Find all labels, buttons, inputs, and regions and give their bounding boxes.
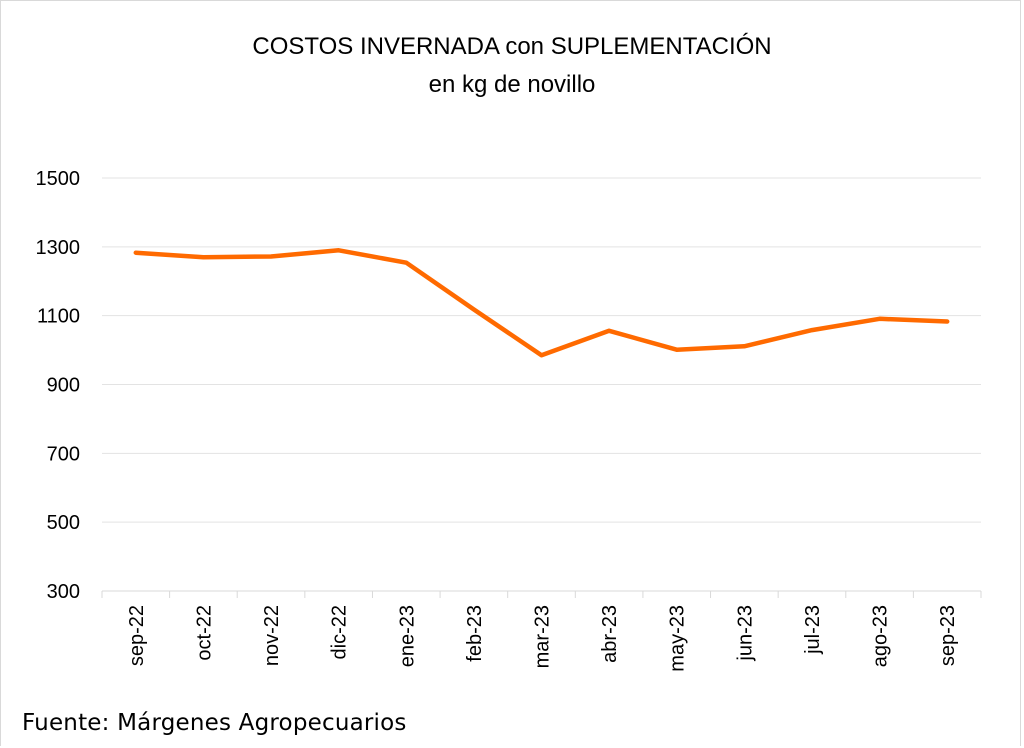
- x-tick-label: sep-23: [937, 605, 959, 666]
- y-tick-label: 1100: [37, 306, 80, 328]
- gridlines: [102, 177, 981, 523]
- y-tick-label: 1500: [36, 168, 81, 190]
- x-tick-label: oct-22: [193, 605, 215, 661]
- y-tick-label: 300: [47, 581, 80, 603]
- x-tick-label: abr-23: [599, 605, 621, 663]
- y-axis: 300 500 700 900 1100 1300 1500: [36, 168, 81, 603]
- y-tick-label: 900: [47, 375, 80, 397]
- x-tick-label: ago-23: [870, 605, 892, 667]
- x-tick-label: feb-23: [464, 605, 486, 662]
- y-tick-label: 1300: [36, 237, 81, 259]
- x-tick-label: mar-23: [532, 605, 554, 668]
- x-tick-label: nov-22: [261, 605, 283, 666]
- y-tick-label: 700: [47, 443, 80, 465]
- y-tick-label: 500: [47, 512, 80, 534]
- series-line: [133, 248, 950, 358]
- source-note: Fuente: Márgenes Agropecuarios: [22, 710, 407, 736]
- x-tick-label: ene-23: [396, 605, 418, 667]
- x-tick-label: jul-23: [802, 605, 824, 655]
- series-layer: [133, 248, 950, 358]
- x-tick-label: dic-22: [329, 605, 351, 659]
- x-axis: sep-22 oct-22 nov-22 dic-22 ene-23 feb-23 mar-…: [101, 590, 982, 672]
- chart-title: COSTOS INVERNADA con SUPLEMENTACIÓN: [252, 33, 772, 60]
- x-tick-label: sep-22: [126, 605, 148, 666]
- chart-subtitle: en kg de novillo: [428, 71, 596, 98]
- x-tick-label: jun-23: [734, 605, 756, 662]
- x-tick-label: may-23: [667, 605, 689, 672]
